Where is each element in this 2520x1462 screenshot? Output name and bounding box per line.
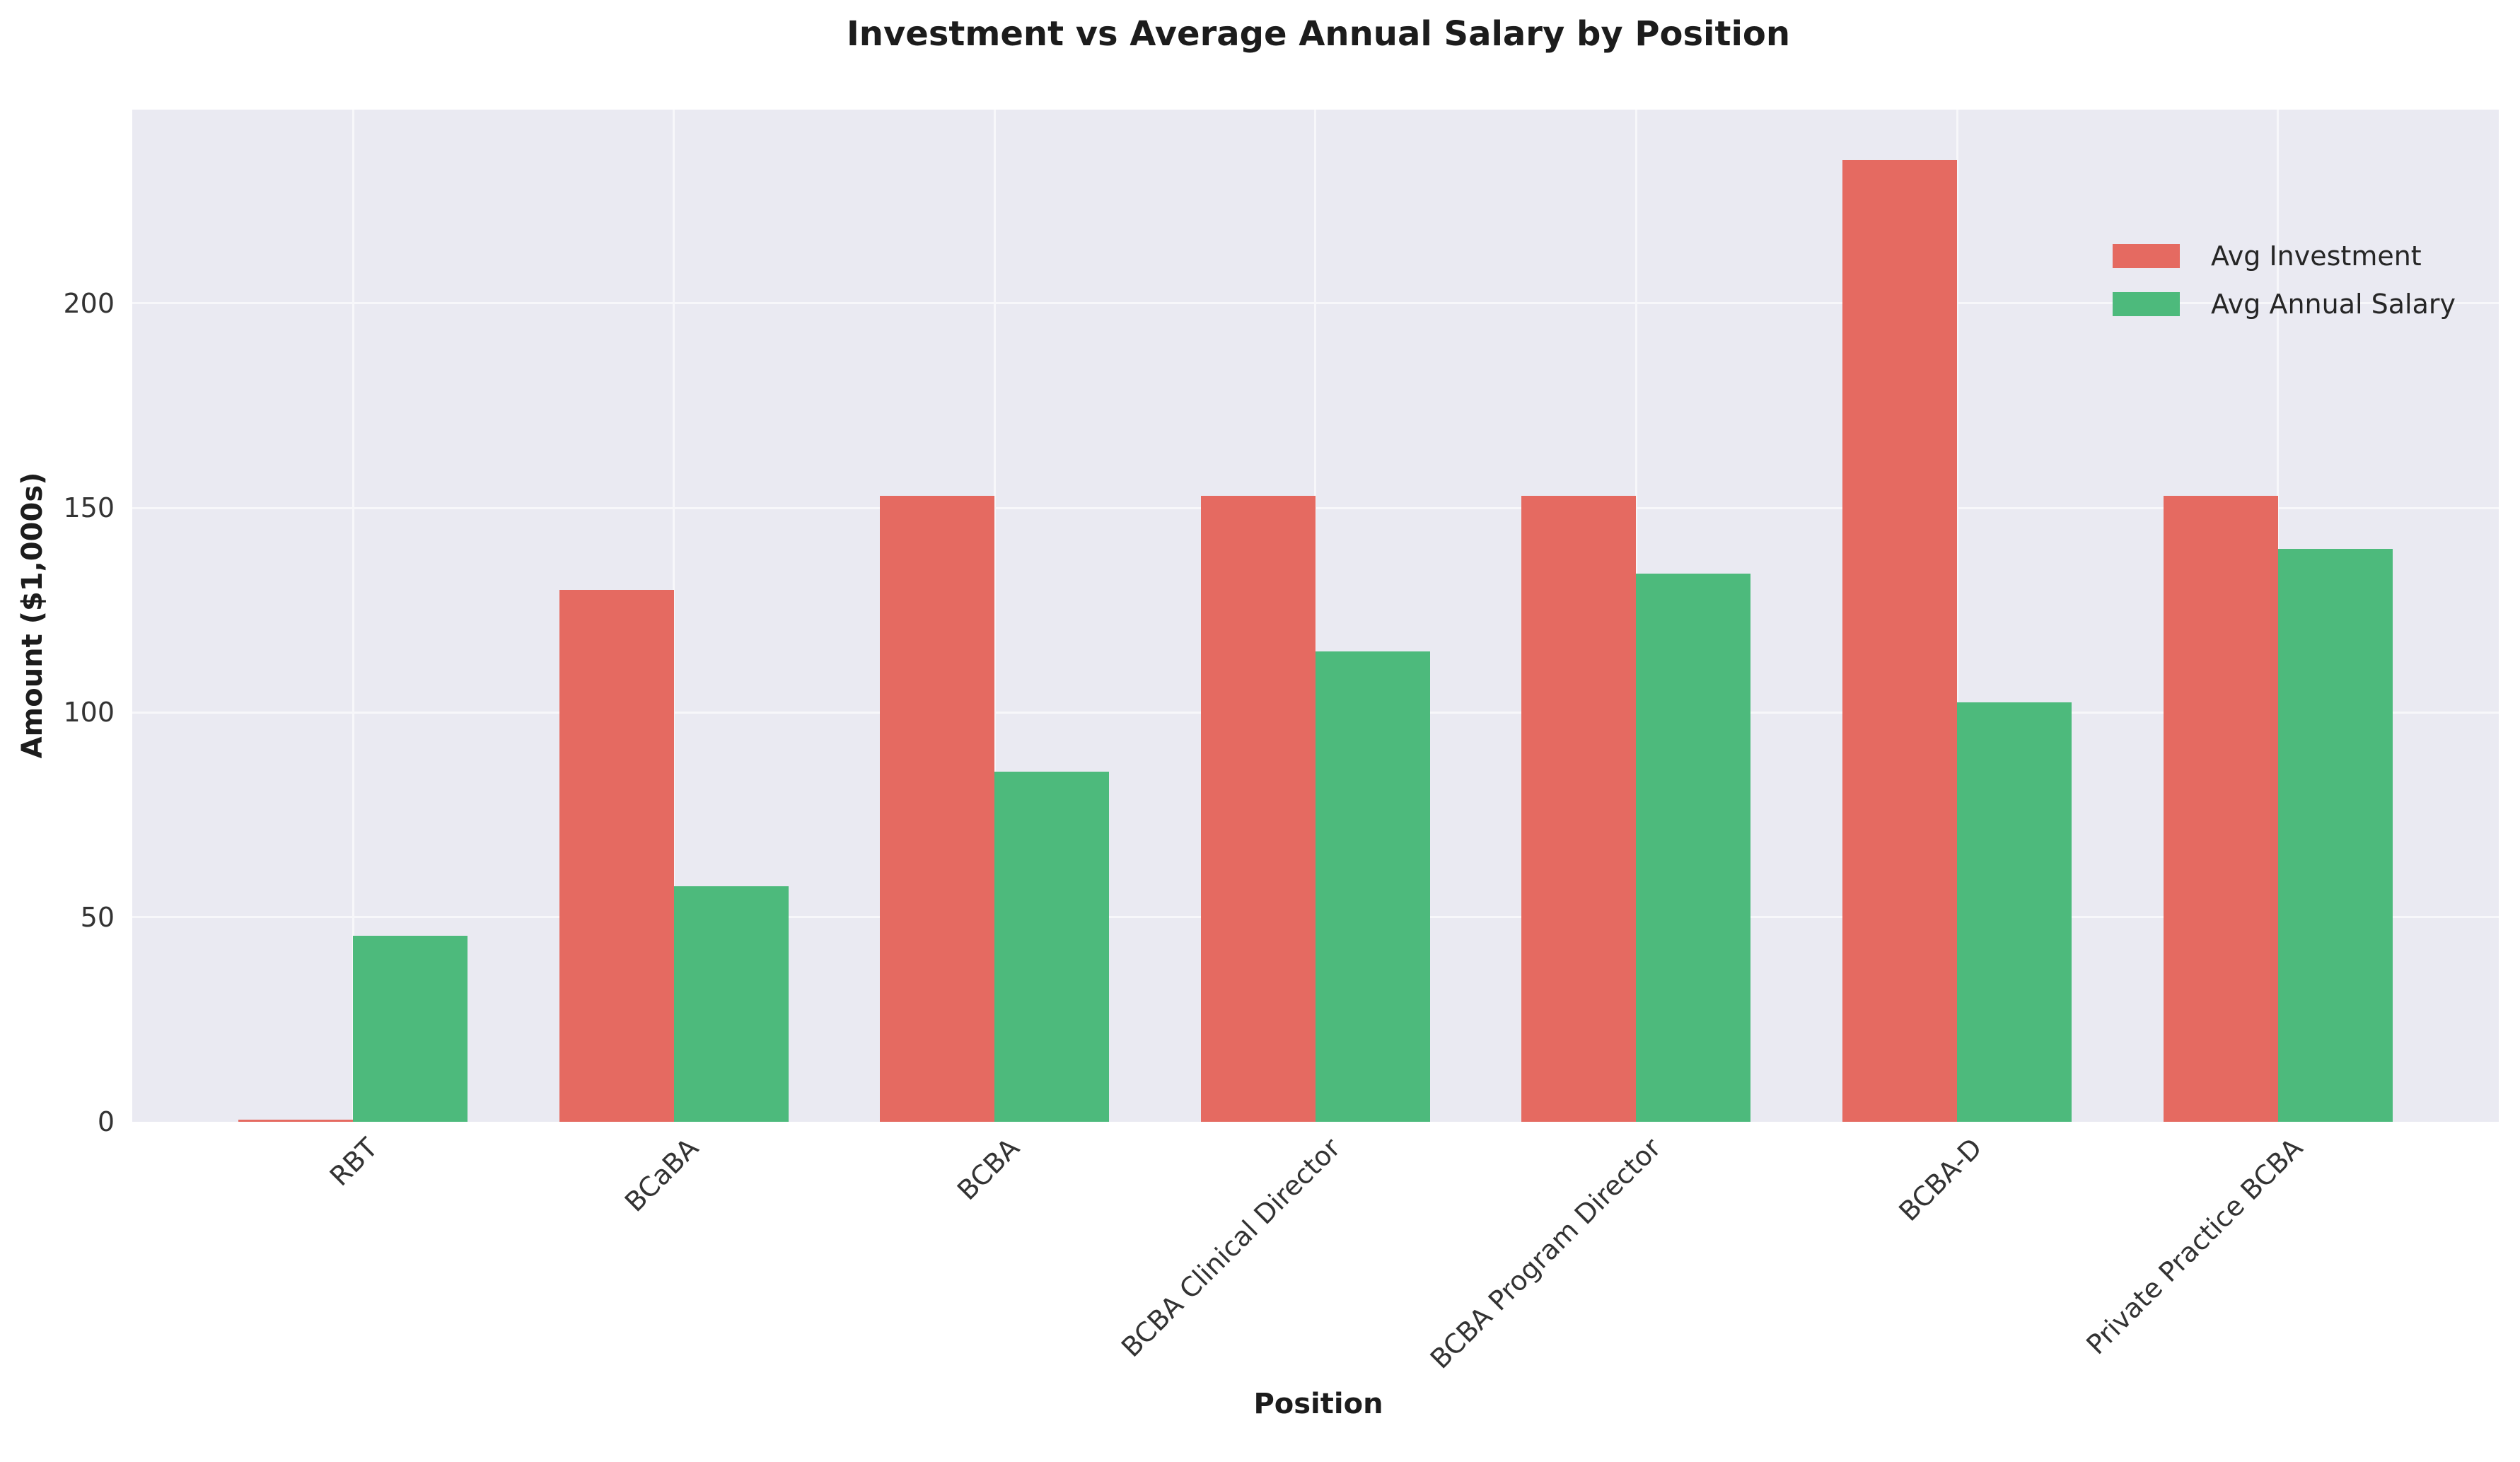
legend-swatch-avg-annual-salary	[2113, 292, 2180, 316]
bar-avg-investment-rbt	[238, 1120, 353, 1122]
bar-avg-investment-bcaba	[559, 589, 674, 1122]
x-tick-rbt: RBT	[324, 1132, 384, 1193]
y-tick-50: 50	[80, 901, 115, 933]
gridline-x-bcba-d	[1956, 110, 1958, 1122]
bar-avg-investment-bcba-program-director	[1521, 495, 1637, 1122]
y-tick-0: 0	[97, 1106, 115, 1137]
bar-avg-annual-salary-bcaba	[673, 886, 789, 1122]
legend-label-avg-annual-salary: Avg Annual Salary	[2211, 289, 2456, 320]
legend-swatch-avg-investment	[2113, 244, 2180, 268]
legend: Avg Investment Avg Annual Salary	[2113, 243, 2456, 318]
bar-avg-investment-bcba-clinical-director	[1200, 495, 1316, 1122]
bar-avg-annual-salary-bcba	[994, 772, 1110, 1122]
bar-avg-annual-salary-bcba-program-director	[1636, 573, 1751, 1122]
bar-avg-investment-private-practice-bcba	[2163, 495, 2278, 1122]
chart-title: Investment vs Average Annual Salary by P…	[846, 14, 1791, 54]
x-tick-bcba-d: BCBA-D	[1893, 1132, 1988, 1228]
x-tick-private-practice-bcba: Private Practice BCBA	[2080, 1132, 2309, 1361]
bar-avg-annual-salary-rbt	[353, 935, 468, 1122]
legend-label-avg-investment: Avg Investment	[2211, 240, 2422, 272]
bar-avg-annual-salary-bcba-d	[1957, 702, 2072, 1122]
x-tick-bcba-clinical-director: BCBA Clinical Director	[1115, 1132, 1347, 1364]
bar-avg-investment-bcba-d	[1842, 160, 1957, 1122]
bar-avg-investment-bcba	[880, 495, 995, 1122]
y-tick-200: 200	[63, 287, 115, 319]
y-axis-label: Amount ($1,000s)	[16, 472, 49, 759]
y-tick-100: 100	[63, 697, 115, 729]
x-tick-bcaba: BCaBA	[619, 1132, 705, 1218]
bar-avg-annual-salary-bcba-clinical-director	[1315, 651, 1430, 1122]
plot-area: Avg Investment Avg Annual Salary	[132, 110, 2499, 1122]
x-tick-bcba: BCBA	[951, 1132, 1026, 1207]
gridline-x-bcaba	[673, 110, 675, 1122]
legend-item-avg-annual-salary: Avg Annual Salary	[2113, 291, 2456, 318]
y-tick-150: 150	[63, 492, 115, 524]
gridline-x-rbt	[352, 110, 354, 1122]
gridline-x-bcba	[993, 110, 996, 1122]
legend-item-avg-investment: Avg Investment	[2113, 243, 2456, 269]
x-axis-label: Position	[1253, 1388, 1383, 1420]
bar-avg-annual-salary-private-practice-bcba	[2277, 548, 2393, 1122]
gridline-x-bcba-clinical-director	[1314, 110, 1317, 1122]
x-tick-bcba-program-director: BCBA Program Director	[1424, 1132, 1668, 1375]
